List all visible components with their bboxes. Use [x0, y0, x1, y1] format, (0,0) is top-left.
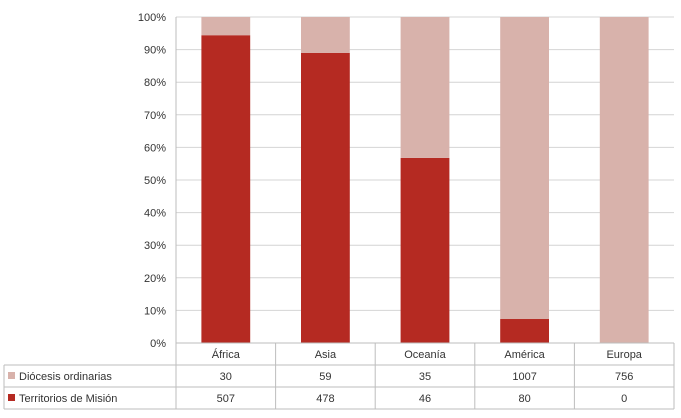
data-table-cell: 59 [319, 371, 331, 383]
y-axis-tick-labels: 0% 10% 20% 30% 40% 50% 60% 70% 80% 90% 100% [138, 12, 166, 350]
bar-segment [201, 35, 251, 344]
x-category-label: Oceanía [404, 349, 446, 361]
data-table-cell: 46 [419, 393, 431, 405]
x-category-label: América [504, 349, 545, 361]
bar-segment [599, 17, 649, 343]
data-table-cell: 80 [518, 393, 530, 405]
y-tick-label: 100% [138, 12, 166, 24]
legend-label: Territorios de Misión [19, 393, 117, 405]
bar-segment [201, 17, 251, 36]
x-category-label: Asia [315, 349, 337, 361]
y-tick-label: 10% [144, 305, 166, 317]
y-tick-label: 90% [144, 45, 166, 57]
x-category-label: Europa [606, 349, 642, 361]
legend-label: Diócesis ordinarias [19, 371, 112, 383]
data-table: África Asia Oceanía América Europa Diócesis o… [3, 17, 675, 410]
bars [201, 17, 649, 344]
data-table-cell: 756 [615, 371, 633, 383]
bar-segment [400, 157, 450, 343]
legend-swatch [8, 372, 15, 379]
bar-segment [500, 17, 550, 320]
data-table-cell: 478 [316, 393, 334, 405]
y-tick-label: 80% [144, 77, 166, 89]
x-category-label: África [212, 348, 241, 361]
data-table-cell: 1007 [512, 371, 536, 383]
bar-segment [400, 17, 450, 158]
bar-segment [300, 17, 350, 53]
data-table-cell: 35 [419, 371, 431, 383]
legend-swatch [8, 394, 15, 401]
data-table-cell: 507 [217, 393, 235, 405]
y-tick-label: 20% [144, 273, 166, 285]
y-tick-label: 40% [144, 208, 166, 220]
y-tick-label: 0% [150, 338, 166, 350]
data-table-cell: 30 [220, 371, 232, 383]
y-tick-label: 60% [144, 142, 166, 154]
y-tick-label: 50% [144, 175, 166, 187]
data-table-cell: 0 [621, 393, 627, 405]
y-tick-label: 70% [144, 110, 166, 122]
bar-segment [300, 52, 350, 343]
bar-segment [500, 319, 550, 343]
y-tick-label: 30% [144, 240, 166, 252]
